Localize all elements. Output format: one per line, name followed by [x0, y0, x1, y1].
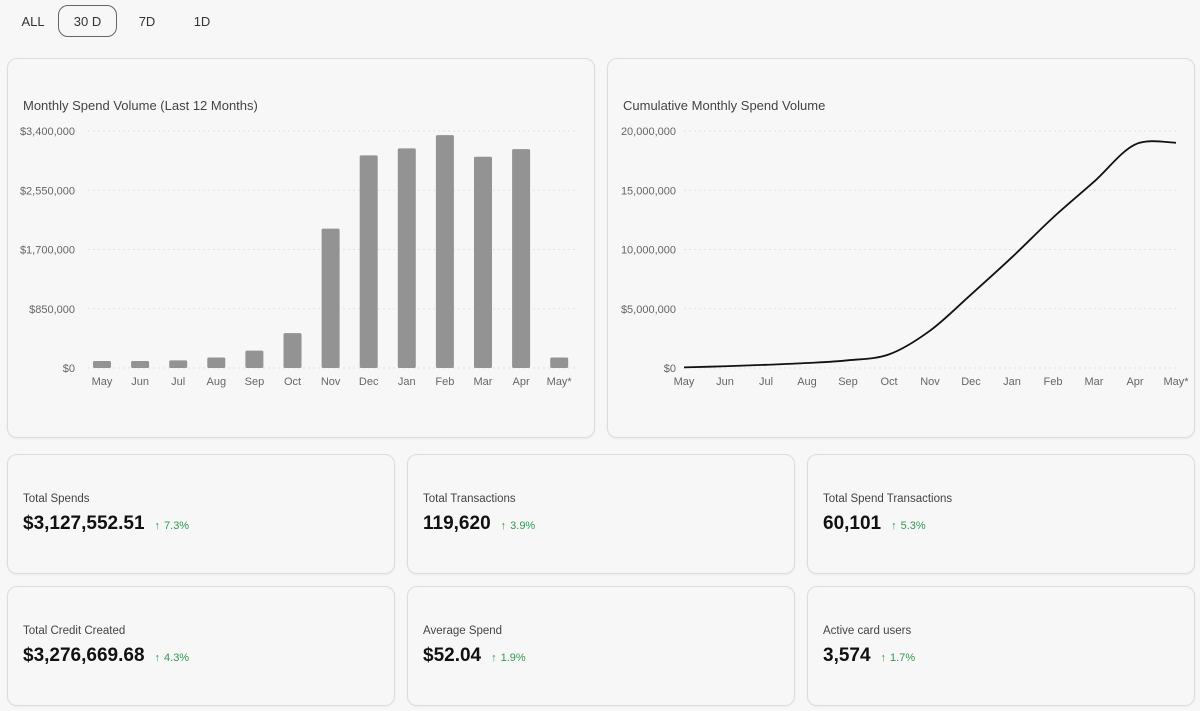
x-tick-label: Jan — [398, 376, 416, 388]
y-tick-label: 10,000,000 — [621, 245, 676, 257]
stat-change-value: 3.9% — [510, 520, 536, 532]
bar — [245, 350, 264, 368]
bar — [435, 135, 454, 368]
stat-label: Total Spends — [23, 493, 90, 505]
x-tick-label: Jul — [759, 376, 773, 388]
x-tick-label: Apr — [513, 376, 530, 388]
stat-value: $3,276,669.68 — [23, 645, 145, 666]
stat-label: Active card users — [823, 625, 912, 637]
stat-card-average-spend: Average Spend $52.04 ↑ 1.9% — [407, 586, 795, 706]
bar — [550, 357, 569, 368]
y-tick-label: $5,000,000 — [621, 304, 676, 316]
x-tick-label: Mar — [474, 376, 493, 388]
tab-7d[interactable]: 7D — [138, 13, 156, 29]
stat-change: ↑ 4.3% — [155, 652, 190, 664]
bar — [169, 360, 188, 368]
bar — [283, 333, 302, 368]
stat-label: Total Spend Transactions — [823, 493, 953, 505]
arrow-up-icon: ↑ — [154, 520, 161, 532]
arrow-up-icon: ↑ — [891, 520, 897, 532]
x-tick-label: Aug — [797, 376, 817, 388]
bar — [474, 156, 492, 368]
series-line — [683, 140, 1177, 369]
x-tick-label: Dec — [961, 376, 981, 388]
stat-card-total-credit-created: Total Credit Created $3,276,669.68 ↑ 4.3… — [7, 586, 395, 706]
y-tick-label: $3,400,000 — [20, 126, 75, 138]
stat-change: ↑ 3.9% — [501, 520, 536, 532]
bar — [359, 155, 378, 368]
x-tick-label: Nov — [321, 376, 341, 388]
x-tick-label: Oct — [284, 376, 301, 388]
stat-card-total-transactions: Total Transactions 119,620 ↑ 3.9% — [407, 454, 795, 574]
line-chart-title: Cumulative Monthly Spend Volume — [623, 98, 826, 113]
stat-change-value: 7.3% — [164, 520, 190, 532]
y-tick-label: $2,550,000 — [20, 185, 75, 197]
stat-label: Total Credit Created — [23, 625, 126, 637]
bar — [321, 228, 340, 368]
stat-change-value: 5.3% — [900, 520, 926, 532]
arrow-up-icon: ↑ — [154, 652, 161, 664]
bar — [131, 361, 150, 368]
stat-value: $3,127,552.51 — [23, 513, 145, 534]
stat-change: ↑ 7.3% — [155, 520, 190, 532]
arrow-up-icon: ↑ — [491, 652, 497, 664]
line-chart: $0 $5,000,000 10,000,000 15,000,000 20,000,0… — [621, 126, 1189, 388]
y-tick-label: 20,000,000 — [621, 126, 676, 138]
bar-chart-card: Monthly Spend Volume (Last 12 Months) $0… — [7, 58, 595, 438]
x-tick-label: Jul — [171, 376, 185, 388]
bar — [207, 357, 226, 368]
stat-change: ↑ 1.9% — [491, 652, 526, 664]
bar-chart-title: Monthly Spend Volume (Last 12 Months) — [23, 98, 258, 113]
x-tick-label: Sep — [245, 376, 265, 388]
x-tick-label: Sep — [838, 376, 858, 388]
arrow-up-icon: ↑ — [500, 520, 507, 532]
stat-card-total-spends: Total Spends $3,127,552.51 ↑ 7.3% — [7, 454, 395, 574]
stat-change: ↑ 5.3% — [891, 520, 926, 532]
x-tick-label: Feb — [1044, 376, 1063, 388]
tab-30d[interactable]: 30 D — [58, 5, 117, 37]
y-tick-label: $0 — [664, 363, 676, 375]
x-tick-label: Aug — [207, 376, 227, 388]
stat-value: $52.04 — [423, 645, 482, 666]
x-tick-label: May* — [1163, 376, 1189, 388]
bar — [512, 149, 531, 368]
x-tick-label: Jun — [716, 376, 734, 388]
stat-card-total-spend-transactions: Total Spend Transactions 60,101 ↑ 5.3% — [807, 454, 1195, 574]
stat-label: Total Transactions — [423, 493, 516, 505]
x-tick-label: May* — [547, 376, 573, 388]
y-tick-label: 15,000,000 — [621, 185, 676, 197]
stat-value: 3,574 — [823, 645, 871, 666]
x-tick-label: Feb — [435, 376, 454, 388]
stat-change-value: 1.9% — [500, 652, 526, 664]
line-chart-card: Cumulative Monthly Spend Volume $0 $5,000… — [607, 58, 1195, 438]
y-tick-label: $0 — [63, 363, 75, 375]
x-tick-label: May — [674, 376, 695, 388]
stat-value: 119,620 — [423, 513, 491, 534]
tab-all[interactable]: ALL — [21, 13, 45, 29]
x-tick-label: Jun — [131, 376, 149, 388]
y-tick-label: $1,700,000 — [20, 245, 75, 257]
stat-value: 60,101 — [823, 513, 882, 534]
bar — [93, 361, 111, 368]
x-tick-label: Oct — [880, 376, 897, 388]
y-tick-label: $850,000 — [29, 304, 75, 316]
x-tick-label: Nov — [920, 376, 940, 388]
stat-card-active-card-users: Active card users 3,574 ↑ 1.7% — [807, 586, 1195, 706]
stat-change: ↑ 1.7% — [881, 652, 916, 664]
bar — [397, 148, 416, 368]
arrow-up-icon: ↑ — [880, 652, 887, 664]
stat-change-value: 1.7% — [890, 652, 916, 664]
tab-1d[interactable]: 1D — [193, 13, 211, 29]
bar-chart: $0 $850,000 $1,700,000 $2,550,000 $3,400,000… — [20, 126, 578, 388]
stat-label: Average Spend — [423, 625, 503, 637]
x-tick-label: Dec — [359, 376, 379, 388]
stat-change-value: 4.3% — [164, 652, 190, 664]
x-tick-label: Jan — [1003, 376, 1021, 388]
x-tick-label: May — [92, 376, 113, 388]
x-tick-label: Mar — [1085, 376, 1104, 388]
range-tabs: ALL 30 D 7D 1D — [8, 4, 227, 38]
x-tick-label: Apr — [1126, 376, 1143, 388]
